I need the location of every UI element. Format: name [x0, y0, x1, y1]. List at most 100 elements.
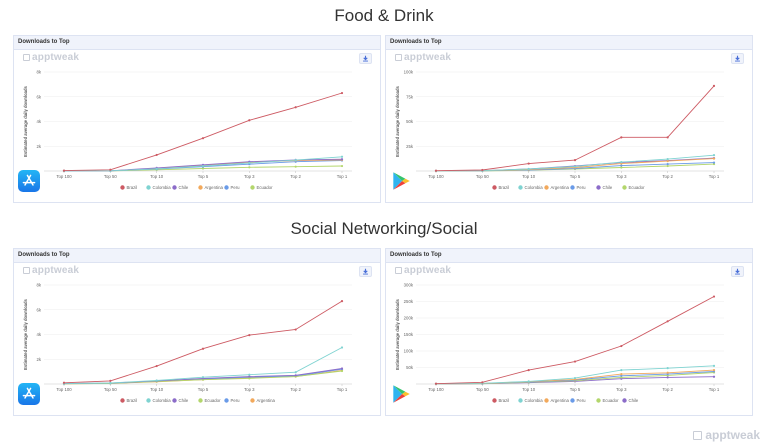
brand-text: apptweak: [32, 265, 80, 276]
x-tick-label: Top 10: [150, 387, 164, 392]
legend-item-chile[interactable]: Chile: [622, 398, 639, 403]
legend-item-argentina[interactable]: Argentina: [544, 185, 570, 190]
data-point-colombia: [573, 376, 577, 380]
data-point-colombia: [666, 158, 669, 161]
legend-swatch: [172, 185, 177, 190]
legend-item-peru[interactable]: Peru: [224, 398, 240, 403]
legend-label: Ecuador: [629, 185, 646, 190]
data-point-colombia: [155, 379, 158, 382]
legend-item-peru[interactable]: Peru: [570, 398, 586, 403]
y-axis-label: Estimated average daily downloads: [395, 85, 400, 156]
brand-logo: apptweak: [23, 52, 79, 63]
legend-item-colombia[interactable]: Colombia: [146, 398, 171, 403]
line-chart: Estimated average daily downloads 2k 4k 6k 8…: [23, 283, 352, 403]
data-point-peru: [620, 374, 623, 377]
legend-item-ecuador[interactable]: Ecuador: [198, 398, 221, 403]
legend-item-peru[interactable]: Peru: [224, 185, 240, 190]
data-point-peru: [712, 161, 716, 164]
download-button[interactable]: [731, 53, 744, 64]
legend-item-ecuador[interactable]: Ecuador: [622, 185, 645, 190]
panel-title: Downloads to Top: [14, 249, 380, 263]
legend-item-colombia[interactable]: Colombia: [146, 185, 171, 190]
legend-label: Peru: [577, 185, 587, 190]
legend-swatch: [492, 398, 497, 403]
x-tick-label: Top 1: [709, 174, 720, 179]
legend-item-ecuador[interactable]: Ecuador: [250, 185, 273, 190]
data-point-colombia: [248, 161, 251, 165]
panel-title: Downloads to Top: [14, 36, 380, 50]
data-point-brazil: [294, 106, 297, 109]
legend-item-chile[interactable]: Chile: [172, 185, 189, 190]
data-point-colombia: [573, 165, 577, 168]
x-tick-label: Top 50: [476, 387, 490, 392]
x-tick-label: Top 5: [198, 174, 209, 179]
x-tick-label: Top 3: [244, 387, 255, 392]
y-tick-label: 75k: [406, 94, 414, 99]
x-tick-label: Top 10: [522, 174, 536, 179]
data-point-colombia: [340, 346, 344, 349]
data-point-colombia: [155, 167, 158, 170]
legend-label: Chile: [179, 185, 189, 190]
data-point-chile: [712, 375, 716, 378]
download-icon: [363, 268, 368, 275]
data-point-brazil: [62, 381, 66, 384]
legend-swatch: [250, 185, 255, 190]
data-point-brazil: [109, 168, 112, 171]
download-button[interactable]: [359, 53, 372, 64]
data-point-brazil: [155, 364, 158, 368]
x-tick-label: Top 10: [522, 387, 536, 392]
data-point-colombia: [294, 371, 297, 374]
legend-item-chile[interactable]: Chile: [596, 185, 613, 190]
x-tick-label: Top 2: [290, 387, 301, 392]
data-point-chile: [248, 375, 251, 378]
x-tick-label: Top 2: [290, 174, 301, 179]
google-play-icon: [390, 170, 412, 192]
data-point-ecuador: [294, 165, 297, 168]
legend-label: Chile: [629, 398, 639, 403]
legend-item-colombia[interactable]: Colombia: [518, 398, 543, 403]
legend-label: Brazil: [127, 185, 138, 190]
legend-swatch: [570, 398, 575, 403]
legend-label: Argentina: [257, 398, 276, 403]
legend-item-peru[interactable]: Peru: [570, 185, 586, 190]
brand-logo: apptweak: [23, 265, 79, 276]
legend-item-chile[interactable]: Chile: [172, 398, 189, 403]
x-tick-label: Top 1: [337, 174, 348, 179]
x-tick-label: Top 3: [616, 387, 627, 392]
y-axis-label: Estimated average daily downloads: [23, 298, 28, 369]
footer-brand-logo: apptweak: [693, 428, 760, 442]
data-point-brazil: [712, 84, 716, 87]
legend-swatch: [622, 398, 627, 403]
y-tick-label: 50k: [406, 119, 414, 124]
data-point-colombia: [712, 154, 716, 157]
legend-label: Argentina: [551, 185, 570, 190]
legend-item-argentina[interactable]: Argentina: [198, 185, 224, 190]
legend-item-colombia[interactable]: Colombia: [518, 185, 543, 190]
data-point-colombia: [527, 167, 530, 171]
x-tick-label: Top 100: [56, 174, 72, 179]
legend-swatch: [596, 185, 601, 190]
data-point-brazil: [294, 328, 297, 331]
y-tick-label: 25k: [406, 144, 414, 149]
data-point-brazil: [434, 169, 438, 172]
legend-item-brazil[interactable]: Brazil: [492, 398, 509, 403]
chart-panel-social-appstore: Downloads to Top apptweak Estimated averag…: [13, 248, 381, 416]
download-button[interactable]: [731, 266, 744, 277]
data-point-brazil: [109, 379, 112, 383]
legend-item-ecuador[interactable]: Ecuador: [596, 398, 619, 403]
y-tick-label: 6k: [36, 94, 41, 99]
legend-item-argentina[interactable]: Argentina: [544, 398, 570, 403]
legend-item-brazil[interactable]: Brazil: [492, 185, 509, 190]
y-tick-label: 100k: [404, 70, 414, 75]
data-point-ecuador: [340, 369, 344, 373]
data-point-argentina: [666, 371, 669, 374]
legend-label: Argentina: [551, 398, 570, 403]
data-point-brazil: [573, 360, 577, 363]
download-button[interactable]: [359, 266, 372, 277]
legend-item-brazil[interactable]: Brazil: [120, 185, 137, 190]
line-chart: Estimated average daily downloads 50k 100k…: [395, 283, 724, 403]
legend-item-argentina[interactable]: Argentina: [250, 398, 276, 403]
legend-item-brazil[interactable]: Brazil: [120, 398, 137, 403]
data-point-ecuador: [248, 377, 251, 380]
y-tick-label: 150k: [404, 332, 414, 337]
